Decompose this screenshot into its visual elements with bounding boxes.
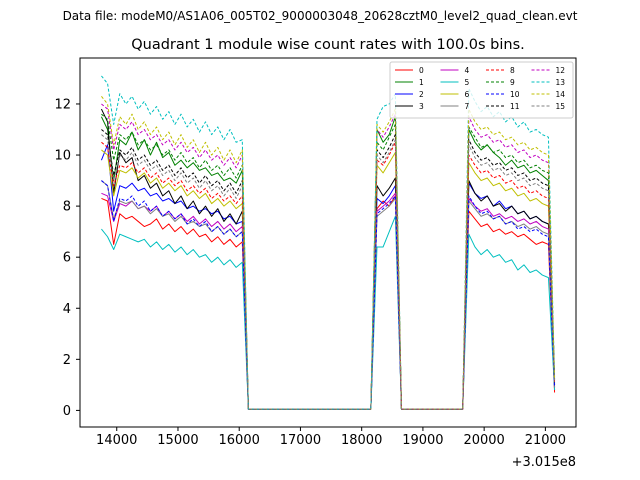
chart-title: Quadrant 1 module wise count rates with … — [131, 37, 525, 53]
series-line-12 — [101, 103, 556, 410]
legend-label-13: 13 — [556, 78, 566, 87]
series-line-9 — [101, 113, 556, 410]
y-tick-label: 4 — [63, 302, 71, 317]
legend-label-10: 10 — [510, 90, 520, 99]
legend-label-15: 15 — [556, 102, 566, 111]
x-offset-label: +3.015e8 — [512, 455, 576, 470]
legend-label-11: 11 — [510, 102, 520, 111]
legend-label-1: 1 — [419, 78, 424, 87]
y-tick-label: 2 — [63, 353, 71, 368]
x-tick-label: 19000 — [402, 433, 443, 448]
legend-label-9: 9 — [510, 78, 515, 87]
legend-label-5: 5 — [465, 78, 470, 87]
x-tick-label: 16000 — [219, 433, 260, 448]
legend-label-3: 3 — [419, 102, 424, 111]
legend-box — [389, 61, 574, 119]
legend-label-4: 4 — [465, 66, 470, 75]
y-tick-label: 12 — [54, 97, 71, 112]
y-tick-label: 8 — [63, 200, 71, 215]
legend-label-8: 8 — [510, 66, 515, 75]
figure-suptitle: Data file: modeM0/AS1A06_005T02_90000030… — [63, 9, 578, 23]
y-tick-label: 6 — [63, 251, 71, 266]
y-tick-label: 10 — [54, 149, 71, 164]
legend-label-12: 12 — [556, 66, 566, 75]
legend-label-2: 2 — [419, 90, 424, 99]
x-axis: 14000 15000 16000 17000 18000 19000 20000 21000 — [96, 427, 566, 448]
series-line-15 — [101, 134, 556, 410]
legend-label-6: 6 — [465, 90, 470, 99]
legend-label-14: 14 — [556, 90, 566, 99]
x-tick-label: 18000 — [341, 433, 382, 448]
plot-lines — [100, 75, 556, 410]
y-axis: 0 2 4 6 8 10 12 — [54, 97, 80, 419]
legend-label-7: 7 — [465, 102, 470, 111]
x-tick-label: 17000 — [280, 433, 321, 448]
x-tick-label: 21000 — [525, 433, 566, 448]
legend-label-0: 0 — [419, 66, 424, 75]
y-tick-label: 0 — [63, 404, 71, 419]
x-tick-label: 20000 — [463, 433, 504, 448]
series-line-11 — [101, 129, 556, 410]
x-tick-label: 15000 — [157, 433, 198, 448]
x-tick-label: 14000 — [96, 433, 137, 448]
plot-frame — [79, 57, 577, 428]
